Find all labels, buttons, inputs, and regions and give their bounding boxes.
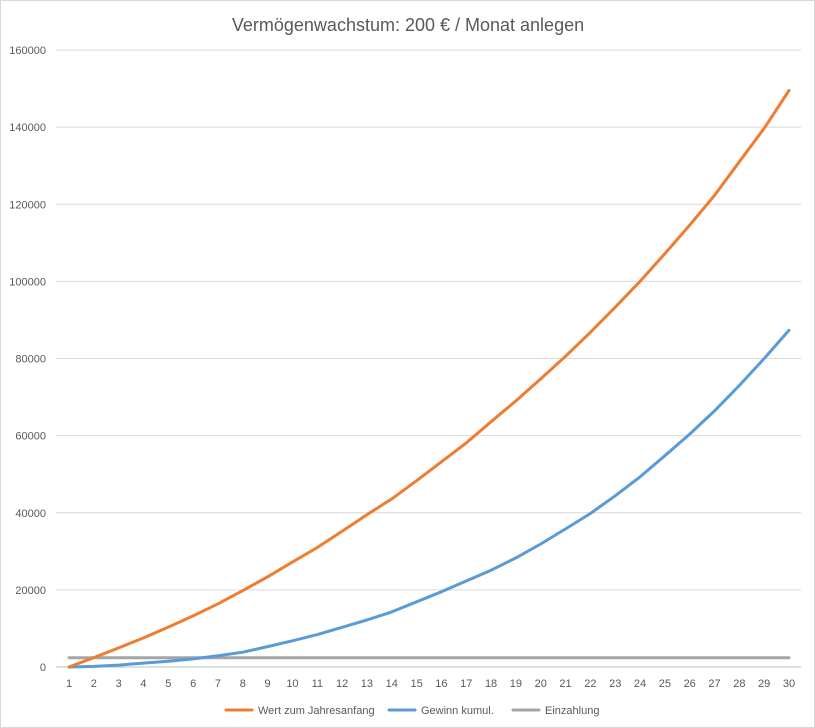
- x-tick-label: 14: [386, 678, 398, 690]
- legend: Wert zum Jahresanfang Gewinn kumul. Einzah…: [224, 705, 599, 717]
- x-tick-label: 26: [684, 678, 696, 690]
- x-tick-label: 15: [410, 678, 422, 690]
- x-tick-label: 1: [66, 678, 72, 690]
- x-tick-label: 25: [659, 678, 671, 690]
- x-tick-label: 16: [435, 678, 447, 690]
- legend-item: Einzahlung: [511, 705, 599, 717]
- x-tick-label: 18: [485, 678, 497, 690]
- x-tick-label: 20: [535, 678, 547, 690]
- x-tick-label: 4: [140, 678, 146, 690]
- x-tick-label: 13: [361, 678, 373, 690]
- y-tick-label: 40000: [15, 508, 46, 520]
- x-tick-label: 23: [609, 678, 621, 690]
- y-tick-label: 160000: [9, 45, 46, 57]
- x-tick-label: 6: [190, 678, 196, 690]
- x-tick-label: 5: [165, 678, 171, 690]
- x-tick-label: 27: [708, 678, 720, 690]
- y-tick-label: 60000: [15, 431, 46, 443]
- legend-label: Gewinn kumul.: [421, 705, 494, 717]
- x-tick-label: 11: [312, 678, 323, 690]
- x-tick-label: 7: [215, 678, 221, 690]
- x-tick-label: 8: [240, 678, 246, 690]
- x-tick-label: 3: [116, 678, 122, 690]
- y-tick-label: 140000: [9, 122, 46, 134]
- x-tick-label: 17: [460, 678, 472, 690]
- y-tick-label: 0: [40, 662, 46, 674]
- legend-item: Wert zum Jahresanfang: [224, 705, 375, 717]
- y-tick-label: 80000: [15, 354, 46, 366]
- legend-label: Einzahlung: [545, 705, 599, 717]
- x-tick-label: 30: [783, 678, 795, 690]
- x-tick-label: 19: [510, 678, 522, 690]
- y-tick-label: 100000: [9, 276, 46, 288]
- x-tick-label: 24: [634, 678, 646, 690]
- x-tick-label: 22: [584, 678, 596, 690]
- x-tick-label: 21: [559, 678, 571, 690]
- x-tick-label: 9: [265, 678, 271, 690]
- x-tick-label: 2: [91, 678, 97, 690]
- x-tick-label: 28: [733, 678, 745, 690]
- series-line-wert-zum-jahresanfang: [67, 89, 791, 669]
- legend-item: Gewinn kumul.: [387, 705, 494, 717]
- chart-title: Vermögenwachstum: 200 € / Monat anlegen: [232, 15, 584, 35]
- axes: 0 20000 40000 60000 80000 100000 120000 140000 1…: [9, 45, 801, 690]
- x-tick-label: 10: [286, 678, 298, 690]
- x-tick-label: 12: [336, 678, 348, 690]
- x-tick-label: 29: [758, 678, 770, 690]
- y-tick-label: 20000: [15, 585, 46, 597]
- gridlines: [56, 49, 801, 668]
- series-line-gewinn-kumul: [67, 328, 791, 669]
- series-lines: [67, 89, 791, 669]
- y-tick-label: 120000: [9, 199, 46, 211]
- legend-label: Wert zum Jahresanfang: [258, 705, 375, 717]
